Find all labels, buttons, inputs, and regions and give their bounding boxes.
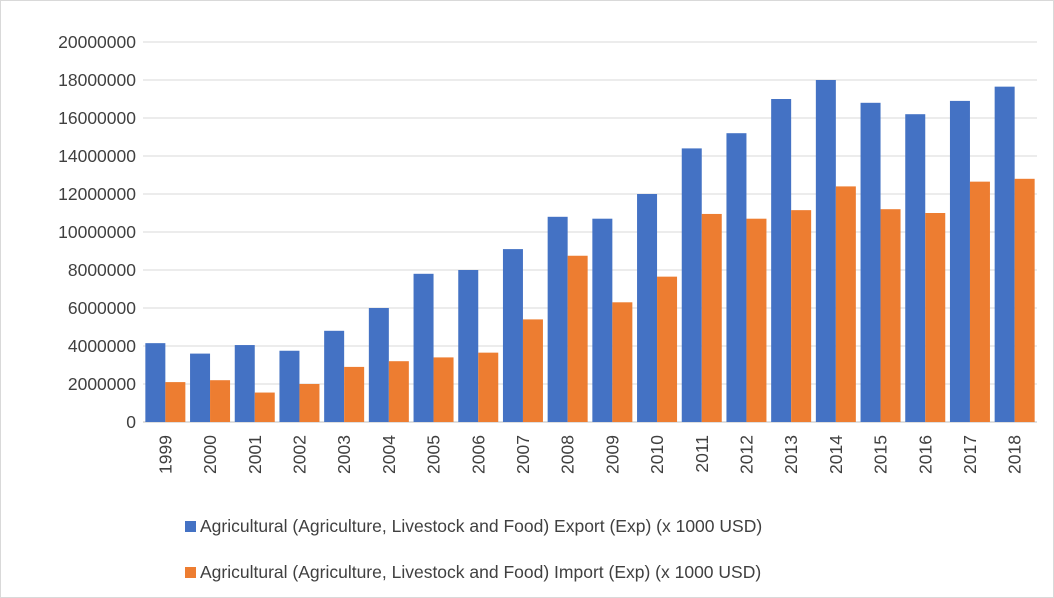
export-bar-2010 [637, 194, 658, 422]
export-bar-2015 [860, 102, 881, 423]
legend-swatch-export [185, 520, 196, 532]
x-tick-label: 2011 [692, 435, 712, 473]
import-bar-2008 [567, 255, 588, 422]
export-bar-2011 [681, 148, 702, 422]
export-bar-1999 [145, 343, 166, 422]
import-bar-2009 [612, 302, 633, 422]
export-bar-2014 [815, 80, 836, 422]
import-bar-2014 [835, 186, 856, 422]
export-bar-2016 [905, 114, 926, 422]
export-bar-2012 [726, 133, 747, 422]
export-bar-2018 [994, 86, 1015, 423]
legend-item-import: Agricultural (Agriculture, Livestock and… [185, 559, 985, 585]
x-tick-label: 2015 [871, 435, 891, 474]
y-tick-label: 4000000 [68, 336, 136, 356]
export-bar-2001 [234, 345, 255, 422]
x-tick-label: 2001 [245, 435, 265, 474]
y-tick-label: 10000000 [58, 222, 136, 242]
import-bar-2016 [925, 213, 946, 422]
export-bar-2017 [949, 100, 970, 423]
y-tick-label: 12000000 [58, 184, 136, 204]
legend-item-export: Agricultural (Agriculture, Livestock and… [185, 513, 985, 539]
x-tick-label: 2016 [915, 435, 935, 474]
import-bar-2018 [1014, 178, 1035, 422]
bars [145, 80, 1035, 423]
import-bar-2001 [254, 392, 275, 422]
import-bar-2004 [388, 361, 409, 422]
x-tick-label: 2018 [1005, 435, 1025, 474]
x-tick-label: 2017 [960, 435, 980, 474]
legend-swatch-import [185, 566, 196, 578]
import-bar-2002 [299, 384, 320, 422]
export-bar-2004 [368, 308, 389, 422]
y-tick-label: 16000000 [58, 108, 136, 128]
import-bar-2013 [791, 210, 812, 422]
import-bar-2012 [746, 218, 767, 422]
x-tick-label: 2004 [379, 435, 399, 474]
import-bar-2006 [478, 352, 499, 422]
legend-label-import: Agricultural (Agriculture, Livestock and… [200, 561, 762, 582]
export-bar-2002 [279, 350, 300, 422]
import-bar-2015 [880, 209, 901, 422]
x-tick-label: 2000 [200, 435, 220, 474]
import-bar-2003 [344, 366, 365, 422]
export-bar-2009 [592, 218, 613, 422]
import-bar-1999 [165, 382, 186, 422]
x-tick-label: 2002 [289, 435, 309, 474]
x-tick-label: 2005 [424, 435, 444, 474]
x-tick-label: 2014 [826, 435, 846, 474]
export-bar-2013 [771, 99, 792, 422]
import-bar-2010 [657, 276, 678, 422]
x-axis-tick-labels: 1999 2000 2001 2002 2003 2004 2005 2006 2007 2008… [155, 435, 1024, 474]
export-bar-2007 [502, 249, 523, 422]
legend-label-export: Agricultural (Agriculture, Livestock and… [200, 515, 763, 536]
x-tick-label: 2006 [468, 435, 488, 474]
y-tick-label: 20000000 [58, 32, 136, 52]
import-bar-2000 [210, 380, 231, 422]
import-bar-2017 [969, 181, 990, 422]
y-axis-tick-labels: 0 2000000 4000000 6000000 8000000 10000000 120… [58, 32, 136, 432]
import-bar-2011 [701, 213, 722, 422]
x-tick-label: 2010 [647, 435, 667, 474]
x-tick-label: 2007 [513, 435, 533, 474]
export-bar-2005 [413, 273, 434, 422]
x-tick-label: 2013 [781, 435, 801, 474]
export-bar-2003 [324, 330, 345, 422]
y-tick-label: 6000000 [68, 298, 136, 318]
y-tick-label: 14000000 [58, 146, 136, 166]
x-tick-label: 2003 [334, 435, 354, 474]
x-tick-label: 2012 [736, 435, 756, 474]
import-bar-2005 [433, 357, 454, 422]
x-tick-label: 1999 [155, 435, 175, 474]
y-tick-label: 18000000 [58, 70, 136, 90]
y-tick-label: 8000000 [68, 260, 136, 280]
x-tick-label: 2008 [558, 435, 578, 474]
import-bar-2007 [522, 319, 543, 422]
x-tick-label: 2009 [602, 435, 622, 474]
export-bar-2008 [547, 216, 568, 422]
y-tick-label: 0 [126, 412, 136, 432]
export-bar-2006 [458, 270, 479, 422]
export-bar-2000 [190, 353, 211, 422]
y-tick-label: 2000000 [68, 374, 136, 394]
